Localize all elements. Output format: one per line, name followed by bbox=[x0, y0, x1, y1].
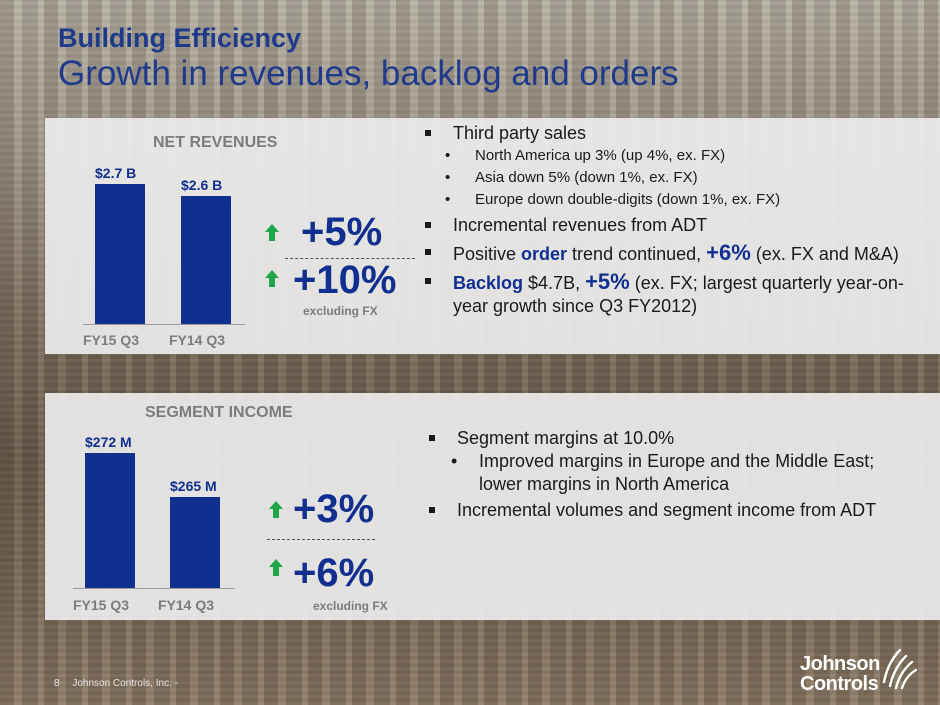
growth-divider bbox=[285, 258, 415, 259]
bar-value-label: $2.6 B bbox=[181, 177, 223, 194]
up-arrow-icon bbox=[269, 501, 283, 518]
segment-income-chart-title: SEGMENT INCOME bbox=[145, 404, 293, 421]
list-item: • Europe down double-digits (down 1%, ex.… bbox=[425, 189, 930, 211]
bullet-square-icon bbox=[425, 130, 431, 136]
up-arrow-icon bbox=[265, 270, 279, 287]
logo-wordmark: Johnson Controls bbox=[800, 653, 880, 695]
bar-value-label: $272 M bbox=[85, 434, 132, 450]
slide-title-area: Building Efficiency Growth in revenues, … bbox=[58, 22, 679, 94]
johnson-controls-logo: Johnson Controls bbox=[800, 638, 922, 694]
excluding-fx-label: excluding FX bbox=[313, 599, 388, 613]
segment-income-panel: SEGMENT INCOME $272 M FY15 Q3 $265 M FY14 Q… bbox=[45, 393, 940, 620]
list-item: • North America up 3% (up 4%, ex. FX) bbox=[425, 145, 930, 167]
excluding-fx-label: excluding FX bbox=[303, 304, 378, 318]
page-number: 8 bbox=[54, 678, 60, 689]
bullet-square-icon bbox=[429, 435, 435, 441]
bullet-dot-icon: • bbox=[445, 191, 451, 208]
up-arrow-icon bbox=[265, 224, 279, 241]
segment-income-bullets: Segment margins at 10.0% • Improved margi… bbox=[429, 427, 919, 522]
list-item: Backlog $4.7B, +5% (ex. FX; largest quar… bbox=[425, 270, 930, 318]
x-axis-line bbox=[83, 324, 245, 325]
list-item: Third party sales bbox=[425, 122, 930, 145]
bullet-dot-icon: • bbox=[451, 451, 458, 471]
category-label: FY15 Q3 bbox=[73, 597, 130, 613]
bullet-dot-icon: • bbox=[445, 169, 451, 186]
net-revenues-panel: NET REVENUES $2.7 B FY15 Q3 $2.6 B FY14 Q3 … bbox=[45, 118, 940, 354]
bar-value-label: $265 M bbox=[170, 477, 217, 494]
segment-income-growth: +3% bbox=[293, 487, 375, 531]
bar-fy15-q3 bbox=[95, 184, 145, 324]
net-revenues-chart-title: NET REVENUES bbox=[153, 134, 278, 151]
list-item: • Asia down 5% (down 1%, ex. FX) bbox=[425, 167, 930, 189]
list-item: Incremental revenues from ADT bbox=[425, 214, 930, 237]
slide-title: Building Efficiency bbox=[58, 23, 302, 53]
bullet-square-icon bbox=[425, 222, 431, 228]
bullet-square-icon bbox=[425, 249, 431, 255]
list-item: • Improved margins in Europe and the Midd… bbox=[451, 451, 875, 494]
bar-fy14-q3 bbox=[170, 496, 220, 588]
bar-fy15-q3 bbox=[85, 453, 135, 588]
slide-subtitle: Growth in revenues, backlog and orders bbox=[58, 54, 679, 93]
footer: 8 Johnson Controls, Inc. - bbox=[54, 678, 178, 689]
growth-divider bbox=[267, 539, 375, 540]
bullet-square-icon bbox=[429, 507, 435, 513]
net-revenues-growth: +5% bbox=[301, 210, 383, 254]
x-axis-line bbox=[73, 588, 235, 589]
list-item: Incremental volumes and segment income f… bbox=[429, 499, 919, 522]
net-revenues-bullets: Third party sales • North America up 3% (… bbox=[425, 122, 930, 318]
net-revenues-growth-ex-fx: +10% bbox=[293, 258, 397, 302]
segment-income-growth-ex-fx: +6% bbox=[293, 551, 375, 595]
list-item: Positive order trend continued, +6% (ex.… bbox=[425, 241, 930, 266]
category-label: FY14 Q3 bbox=[169, 332, 226, 348]
bullet-square-icon bbox=[425, 278, 431, 284]
logo-swirl-icon bbox=[882, 648, 918, 690]
category-label: FY15 Q3 bbox=[83, 332, 140, 348]
category-label: FY14 Q3 bbox=[158, 597, 215, 613]
up-arrow-icon bbox=[269, 559, 283, 576]
list-item: Segment margins at 10.0% bbox=[429, 427, 919, 450]
bar-fy14-q3 bbox=[181, 196, 231, 324]
bullet-dot-icon: • bbox=[445, 147, 451, 164]
bar-value-label: $2.7 B bbox=[95, 165, 137, 181]
footer-text: Johnson Controls, Inc. - bbox=[72, 678, 178, 689]
